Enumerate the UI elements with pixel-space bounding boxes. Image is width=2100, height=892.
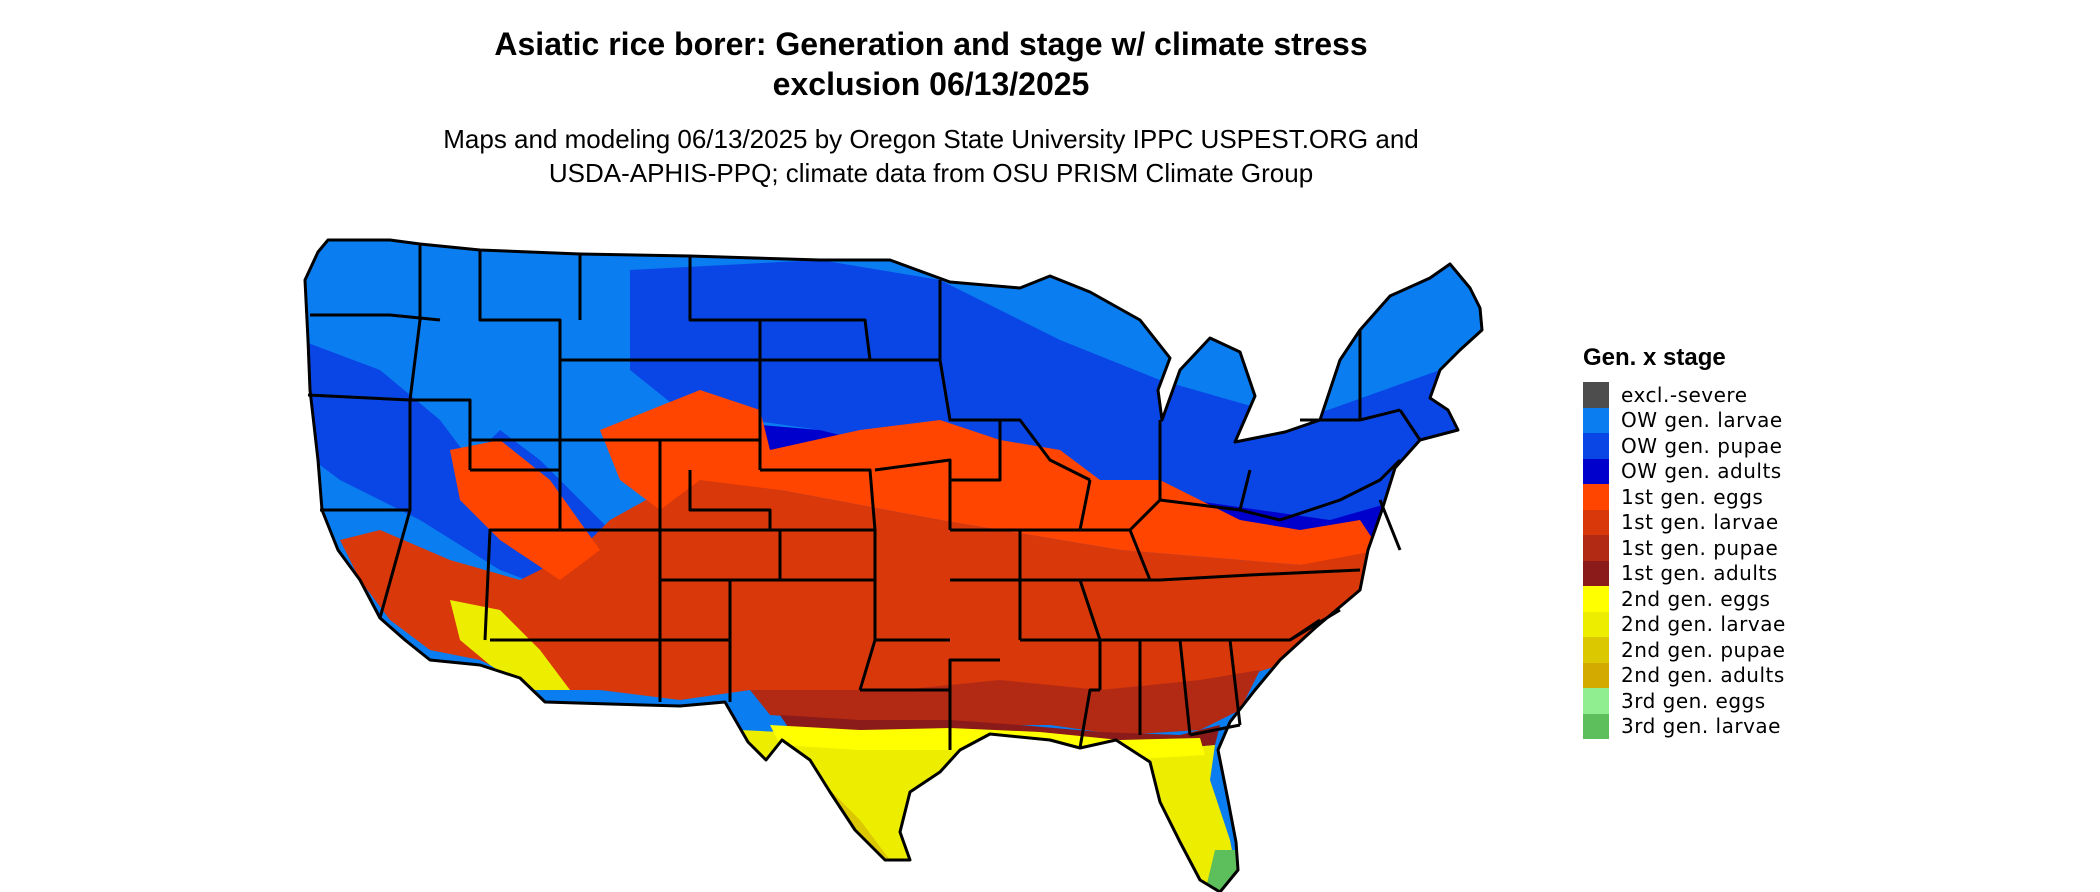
legend-item: 2nd gen. pupae <box>1583 637 1963 663</box>
legend-swatch <box>1583 407 1609 433</box>
region-2nd-larvae-west <box>450 600 570 690</box>
legend-item: excl.-severe <box>1583 382 1963 408</box>
subtitle-line-1: Maps and modeling 06/13/2025 by Oregon S… <box>443 124 1419 154</box>
region-1st-pupae <box>750 670 1260 735</box>
legend-label: 3rd gen. eggs <box>1621 688 1766 713</box>
title-line-1: Asiatic rice borer: Generation and stage… <box>494 26 1368 62</box>
legend-swatch <box>1583 611 1609 637</box>
legend-label: 1st gen. adults <box>1621 561 1778 586</box>
legend-swatch <box>1583 637 1609 663</box>
region-1st-eggs <box>600 390 1380 565</box>
us-outline <box>303 238 1484 892</box>
legend-label: 1st gen. larvae <box>1621 510 1779 535</box>
legend-swatch <box>1583 458 1609 484</box>
legend-label: OW gen. adults <box>1621 459 1782 484</box>
state-boundaries <box>303 238 1484 892</box>
legend-item: 1st gen. pupae <box>1583 535 1963 561</box>
legend: Gen. x stage excl.-severe OW gen. larvae O… <box>1583 344 1963 739</box>
legend-item: 1st gen. eggs <box>1583 484 1963 510</box>
legend-label: 3rd gen. larvae <box>1621 714 1781 739</box>
legend-item: 2nd gen. adults <box>1583 662 1963 688</box>
us-phenology-map <box>303 238 1484 892</box>
legend-label: 1st gen. pupae <box>1621 535 1779 560</box>
legend-swatch <box>1583 433 1609 459</box>
legend-item: OW gen. pupae <box>1583 433 1963 459</box>
map-subtitle: Maps and modeling 06/13/2025 by Oregon S… <box>0 122 1862 190</box>
legend-label: 2nd gen. adults <box>1621 663 1785 688</box>
legend-item: OW gen. adults <box>1583 458 1963 484</box>
title-line-2: exclusion 06/13/2025 <box>772 66 1090 102</box>
legend-items: excl.-severe OW gen. larvae OW gen. pupae O… <box>1583 382 1963 739</box>
legend-label: excl.-severe <box>1621 382 1748 407</box>
region-ow-pupae <box>630 260 1482 520</box>
legend-label: OW gen. pupae <box>1621 433 1783 458</box>
legend-swatch <box>1583 586 1609 612</box>
legend-label: 2nd gen. larvae <box>1621 612 1786 637</box>
legend-label: OW gen. larvae <box>1621 408 1783 433</box>
region-1st-eggs-west <box>450 440 600 580</box>
legend-label: 2nd gen. eggs <box>1621 586 1771 611</box>
legend-title: Gen. x stage <box>1583 344 1726 371</box>
legend-swatch <box>1583 535 1609 561</box>
map-title: Asiatic rice borer: Generation and stage… <box>0 24 1862 104</box>
legend-swatch <box>1583 713 1609 739</box>
legend-label: 1st gen. eggs <box>1621 484 1764 509</box>
legend-item: 1st gen. larvae <box>1583 509 1963 535</box>
legend-swatch <box>1583 484 1609 510</box>
legend-swatch <box>1583 382 1609 408</box>
legend-swatch <box>1583 509 1609 535</box>
legend-label: 2nd gen. pupae <box>1621 637 1786 662</box>
legend-swatch <box>1583 688 1609 714</box>
legend-item: 3rd gen. larvae <box>1583 713 1963 739</box>
legend-item: 2nd gen. larvae <box>1583 611 1963 637</box>
legend-item: 3rd gen. eggs <box>1583 688 1963 714</box>
legend-item: 2nd gen. eggs <box>1583 586 1963 612</box>
subtitle-line-2: USDA-APHIS-PPQ; climate data from OSU PR… <box>548 158 1314 188</box>
legend-swatch <box>1583 560 1609 586</box>
legend-swatch <box>1583 662 1609 688</box>
legend-item: OW gen. larvae <box>1583 407 1963 433</box>
legend-item: 1st gen. adults <box>1583 560 1963 586</box>
